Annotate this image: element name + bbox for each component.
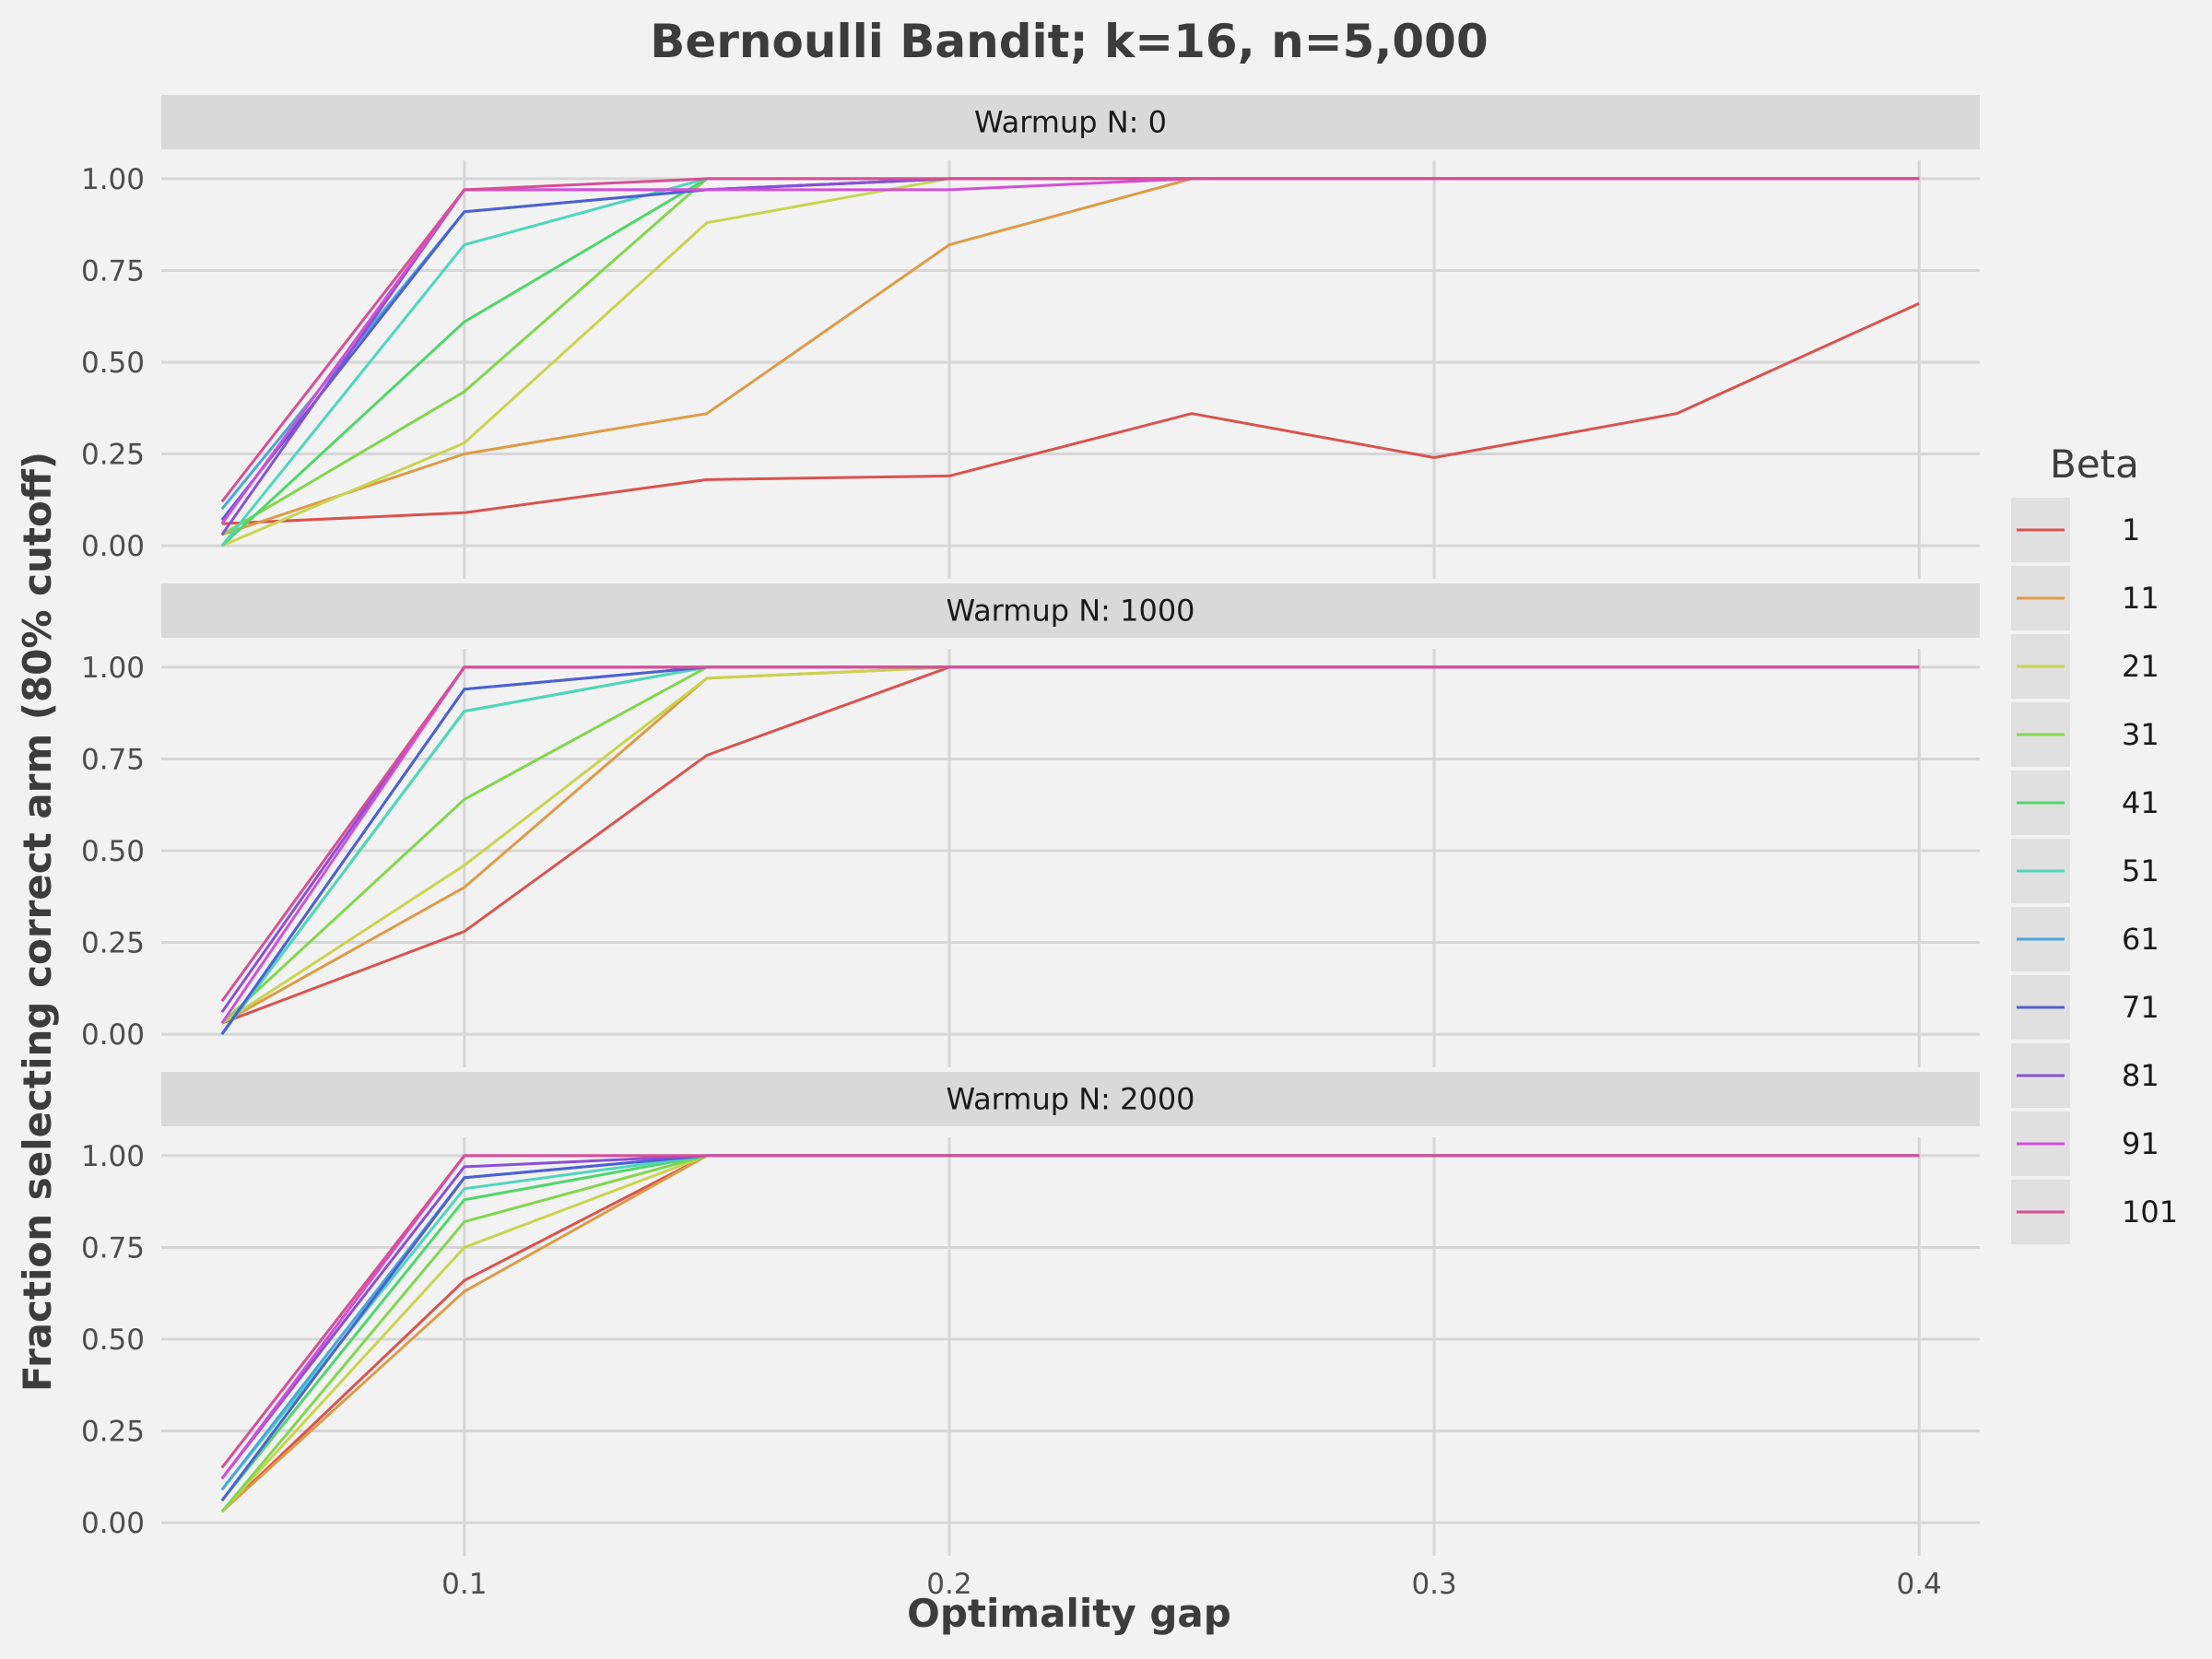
series-line-beta-81	[220, 177, 1920, 535]
series-line-beta-21	[220, 665, 1920, 1025]
series-line-beta-1	[221, 665, 1920, 1025]
legend-item: 71	[2011, 975, 2159, 1040]
legend-label: 101	[2122, 1194, 2178, 1230]
legend-item: 101	[2011, 1180, 2178, 1244]
series-line-beta-21	[220, 1154, 1920, 1513]
y-tick-label: 0.00	[81, 1507, 145, 1540]
y-tick-label: 0.50	[81, 1324, 145, 1357]
series-line-beta-91	[220, 665, 1920, 1024]
y-tick-label: 0.25	[81, 927, 145, 960]
series-line-beta-11	[220, 1154, 1920, 1513]
legend-label: 61	[2122, 922, 2159, 957]
y-tick-label: 0.75	[81, 254, 145, 288]
legend-label: 81	[2122, 1058, 2159, 1093]
facet-panel: Warmup N: 2000 0.00 0.25 0.50 0.75 1.00	[81, 1072, 1980, 1556]
legend-item: 31	[2011, 702, 2159, 767]
series-line-beta-61	[220, 177, 1920, 511]
legend-item: 21	[2011, 634, 2159, 699]
facet-strip	[161, 95, 1980, 149]
y-tick-label: 0.00	[81, 1018, 145, 1052]
legend-item: 61	[2011, 907, 2159, 971]
series-line-beta-41	[220, 1154, 1920, 1502]
legend-label: 31	[2122, 717, 2159, 752]
legend-item: 41	[2011, 771, 2159, 835]
legend-item: 91	[2011, 1112, 2159, 1176]
legend-label: 21	[2122, 649, 2159, 684]
facet-strip	[161, 1072, 1980, 1126]
x-axis-title: Optimality gap	[907, 1591, 1231, 1636]
series-line-beta-61	[220, 1154, 1920, 1491]
facet-panel: Warmup N: 0 0.00 0.25 0.50 0.75 1.00	[81, 95, 1980, 579]
facet-strip-label: Warmup N: 2000	[946, 1082, 1194, 1117]
y-tick-label: 0.75	[81, 743, 145, 776]
series-line-beta-81	[220, 665, 1920, 1014]
y-axis-title: Fraction selecting correct arm (80% cuto…	[15, 452, 60, 1392]
series-line-beta-31	[221, 177, 1920, 536]
legend-label: 91	[2122, 1126, 2159, 1161]
series-line-beta-11	[221, 665, 1920, 1025]
legend-item: 1	[2011, 498, 2140, 562]
legend-label: 11	[2122, 581, 2159, 616]
y-tick-label: 1.00	[81, 652, 145, 685]
y-tick-label: 0.75	[81, 1231, 145, 1265]
series-line-beta-11	[221, 177, 1920, 536]
series-line-beta-31	[220, 665, 1920, 1025]
x-axis-ticks: 0.1 0.2 0.3 0.4	[441, 1568, 1942, 1601]
series-line-beta-101	[220, 1154, 1920, 1469]
legend-label: 1	[2122, 512, 2140, 547]
series-line-beta-1	[220, 1154, 1920, 1513]
x-tick-label: 0.1	[441, 1568, 487, 1601]
x-tick-label: 0.2	[926, 1568, 971, 1601]
facet-panel: Warmup N: 1000 0.00 0.25 0.50 0.75 1.00	[81, 583, 1980, 1067]
series-line-beta-71	[220, 1154, 1920, 1502]
y-tick-label: 1.00	[81, 1140, 145, 1173]
y-tick-label: 0.25	[81, 439, 145, 472]
legend-item: 81	[2011, 1043, 2159, 1108]
series-line-beta-31	[220, 1154, 1920, 1513]
facet-strip	[161, 583, 1980, 638]
legend-title: Beta	[2050, 441, 2139, 487]
x-tick-label: 0.3	[1411, 1568, 1456, 1601]
y-tick-label: 1.00	[81, 163, 145, 196]
y-tick-label: 0.50	[81, 835, 145, 868]
series-line-beta-1	[221, 301, 1920, 525]
series-line-beta-51	[220, 1154, 1920, 1491]
series-line-beta-101	[220, 177, 1920, 503]
facet-strip-label: Warmup N: 1000	[946, 594, 1194, 629]
y-tick-label: 0.00	[81, 530, 145, 563]
facet-strip-label: Warmup N: 0	[974, 105, 1167, 140]
legend-label: 71	[2122, 990, 2159, 1025]
chart-title: Bernoulli Bandit; k=16, n=5,000	[650, 15, 1488, 68]
series-line-beta-101	[220, 665, 1920, 1003]
legend-label: 41	[2122, 785, 2159, 820]
legend-label: 51	[2122, 853, 2159, 888]
x-tick-label: 0.4	[1897, 1568, 1942, 1601]
y-tick-label: 0.50	[81, 347, 145, 380]
series-line-beta-71	[220, 177, 1920, 522]
series-line-beta-91	[220, 177, 1920, 525]
legend-item: 11	[2011, 566, 2159, 630]
legend-item: 51	[2011, 839, 2159, 903]
y-tick-label: 0.25	[81, 1416, 145, 1449]
